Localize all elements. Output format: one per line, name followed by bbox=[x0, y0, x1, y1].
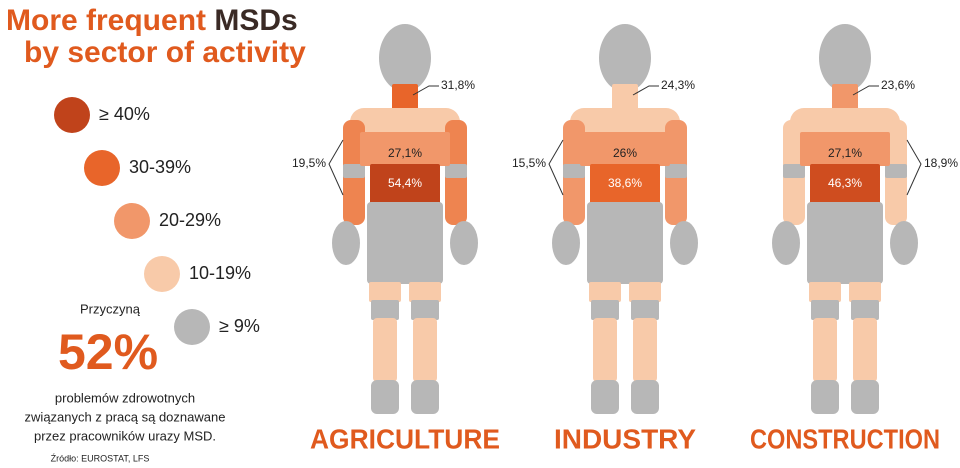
thigh bbox=[849, 282, 881, 302]
hand bbox=[890, 221, 918, 265]
legend-swatch bbox=[174, 309, 210, 345]
chest-value: 27,1% bbox=[388, 146, 422, 160]
arm-band bbox=[563, 164, 585, 178]
source: Źródło: EUROSTAT, LFS bbox=[51, 453, 150, 463]
chest bbox=[360, 132, 450, 166]
neck bbox=[612, 84, 638, 114]
back-value: 38,6% bbox=[608, 176, 642, 190]
head bbox=[599, 24, 651, 92]
hand bbox=[332, 221, 360, 265]
knee bbox=[851, 300, 879, 320]
thigh bbox=[809, 282, 841, 302]
hand bbox=[552, 221, 580, 265]
neck-value: 24,3% bbox=[661, 78, 695, 92]
chest-value: 27,1% bbox=[828, 146, 862, 160]
back bbox=[370, 164, 440, 204]
arm-value: 15,5% bbox=[512, 156, 546, 170]
legend-label: ≥ 9% bbox=[219, 316, 260, 336]
shin bbox=[413, 318, 437, 382]
knee bbox=[411, 300, 439, 320]
shoulders bbox=[570, 108, 680, 138]
shin bbox=[633, 318, 657, 382]
knee bbox=[811, 300, 839, 320]
arm-band bbox=[665, 164, 687, 178]
hand bbox=[772, 221, 800, 265]
arm-band bbox=[783, 164, 805, 178]
legend-swatch bbox=[144, 256, 180, 292]
legend-label: 30-39% bbox=[129, 157, 191, 177]
neck-value: 31,8% bbox=[441, 78, 475, 92]
knee bbox=[371, 300, 399, 320]
foot bbox=[631, 380, 659, 414]
back bbox=[590, 164, 660, 204]
arm-bracket bbox=[548, 139, 564, 196]
stat-line: związanych z pracą są doznawane bbox=[25, 409, 226, 424]
thigh bbox=[629, 282, 661, 302]
legend-label: 10-19% bbox=[189, 263, 251, 283]
foot bbox=[371, 380, 399, 414]
legend-swatch bbox=[84, 150, 120, 186]
back-value: 54,4% bbox=[388, 176, 422, 190]
sector-name: AGRICULTURE bbox=[310, 423, 500, 454]
neck bbox=[832, 84, 858, 114]
head bbox=[379, 24, 431, 92]
arm-band bbox=[885, 164, 907, 178]
title: More frequent MSDs bbox=[6, 4, 298, 37]
leader-line bbox=[852, 85, 879, 96]
hand bbox=[450, 221, 478, 265]
foot bbox=[851, 380, 879, 414]
foot bbox=[811, 380, 839, 414]
neck-value: 23,6% bbox=[881, 78, 915, 92]
arm-bracket bbox=[328, 139, 344, 196]
shoulders bbox=[350, 108, 460, 138]
chest bbox=[580, 132, 670, 166]
chest bbox=[800, 132, 890, 166]
thigh bbox=[589, 282, 621, 302]
chest-value: 26% bbox=[613, 146, 637, 160]
back bbox=[810, 164, 880, 204]
shin bbox=[373, 318, 397, 382]
legend-swatch bbox=[114, 203, 150, 239]
arm-band bbox=[445, 164, 467, 178]
shin bbox=[593, 318, 617, 382]
shin bbox=[853, 318, 877, 382]
sector-name: CONSTRUCTION bbox=[750, 423, 940, 454]
stat-intro: Przyczyną bbox=[80, 301, 141, 316]
head bbox=[819, 24, 871, 92]
knee bbox=[591, 300, 619, 320]
arm-value: 19,5% bbox=[292, 156, 326, 170]
hand bbox=[670, 221, 698, 265]
arm-bracket bbox=[906, 139, 922, 196]
title-line2: by sector of activity bbox=[24, 36, 306, 69]
hips bbox=[367, 202, 443, 284]
legend-label: ≥ 40% bbox=[99, 104, 150, 124]
neck bbox=[392, 84, 418, 114]
arm-band bbox=[343, 164, 365, 178]
title-rest: MSDs bbox=[214, 4, 297, 37]
legend-label: 20-29% bbox=[159, 210, 221, 230]
shin bbox=[813, 318, 837, 382]
stat-value: 52% bbox=[58, 324, 158, 380]
legend-swatch bbox=[54, 97, 90, 133]
hips bbox=[807, 202, 883, 284]
foot bbox=[591, 380, 619, 414]
back-value: 46,3% bbox=[828, 176, 862, 190]
shoulders bbox=[790, 108, 900, 138]
hips bbox=[587, 202, 663, 284]
knee bbox=[631, 300, 659, 320]
foot bbox=[411, 380, 439, 414]
sector-name: INDUSTRY bbox=[554, 423, 696, 454]
title-highlight: More frequent bbox=[6, 4, 206, 37]
thigh bbox=[409, 282, 441, 302]
arm-value: 18,9% bbox=[924, 156, 958, 170]
leader-line bbox=[412, 85, 439, 96]
stat-line: problemów zdrowotnych bbox=[55, 390, 195, 405]
stat-line: przez pracowników urazy MSD. bbox=[34, 428, 216, 443]
thigh bbox=[369, 282, 401, 302]
leader-line bbox=[632, 85, 659, 96]
